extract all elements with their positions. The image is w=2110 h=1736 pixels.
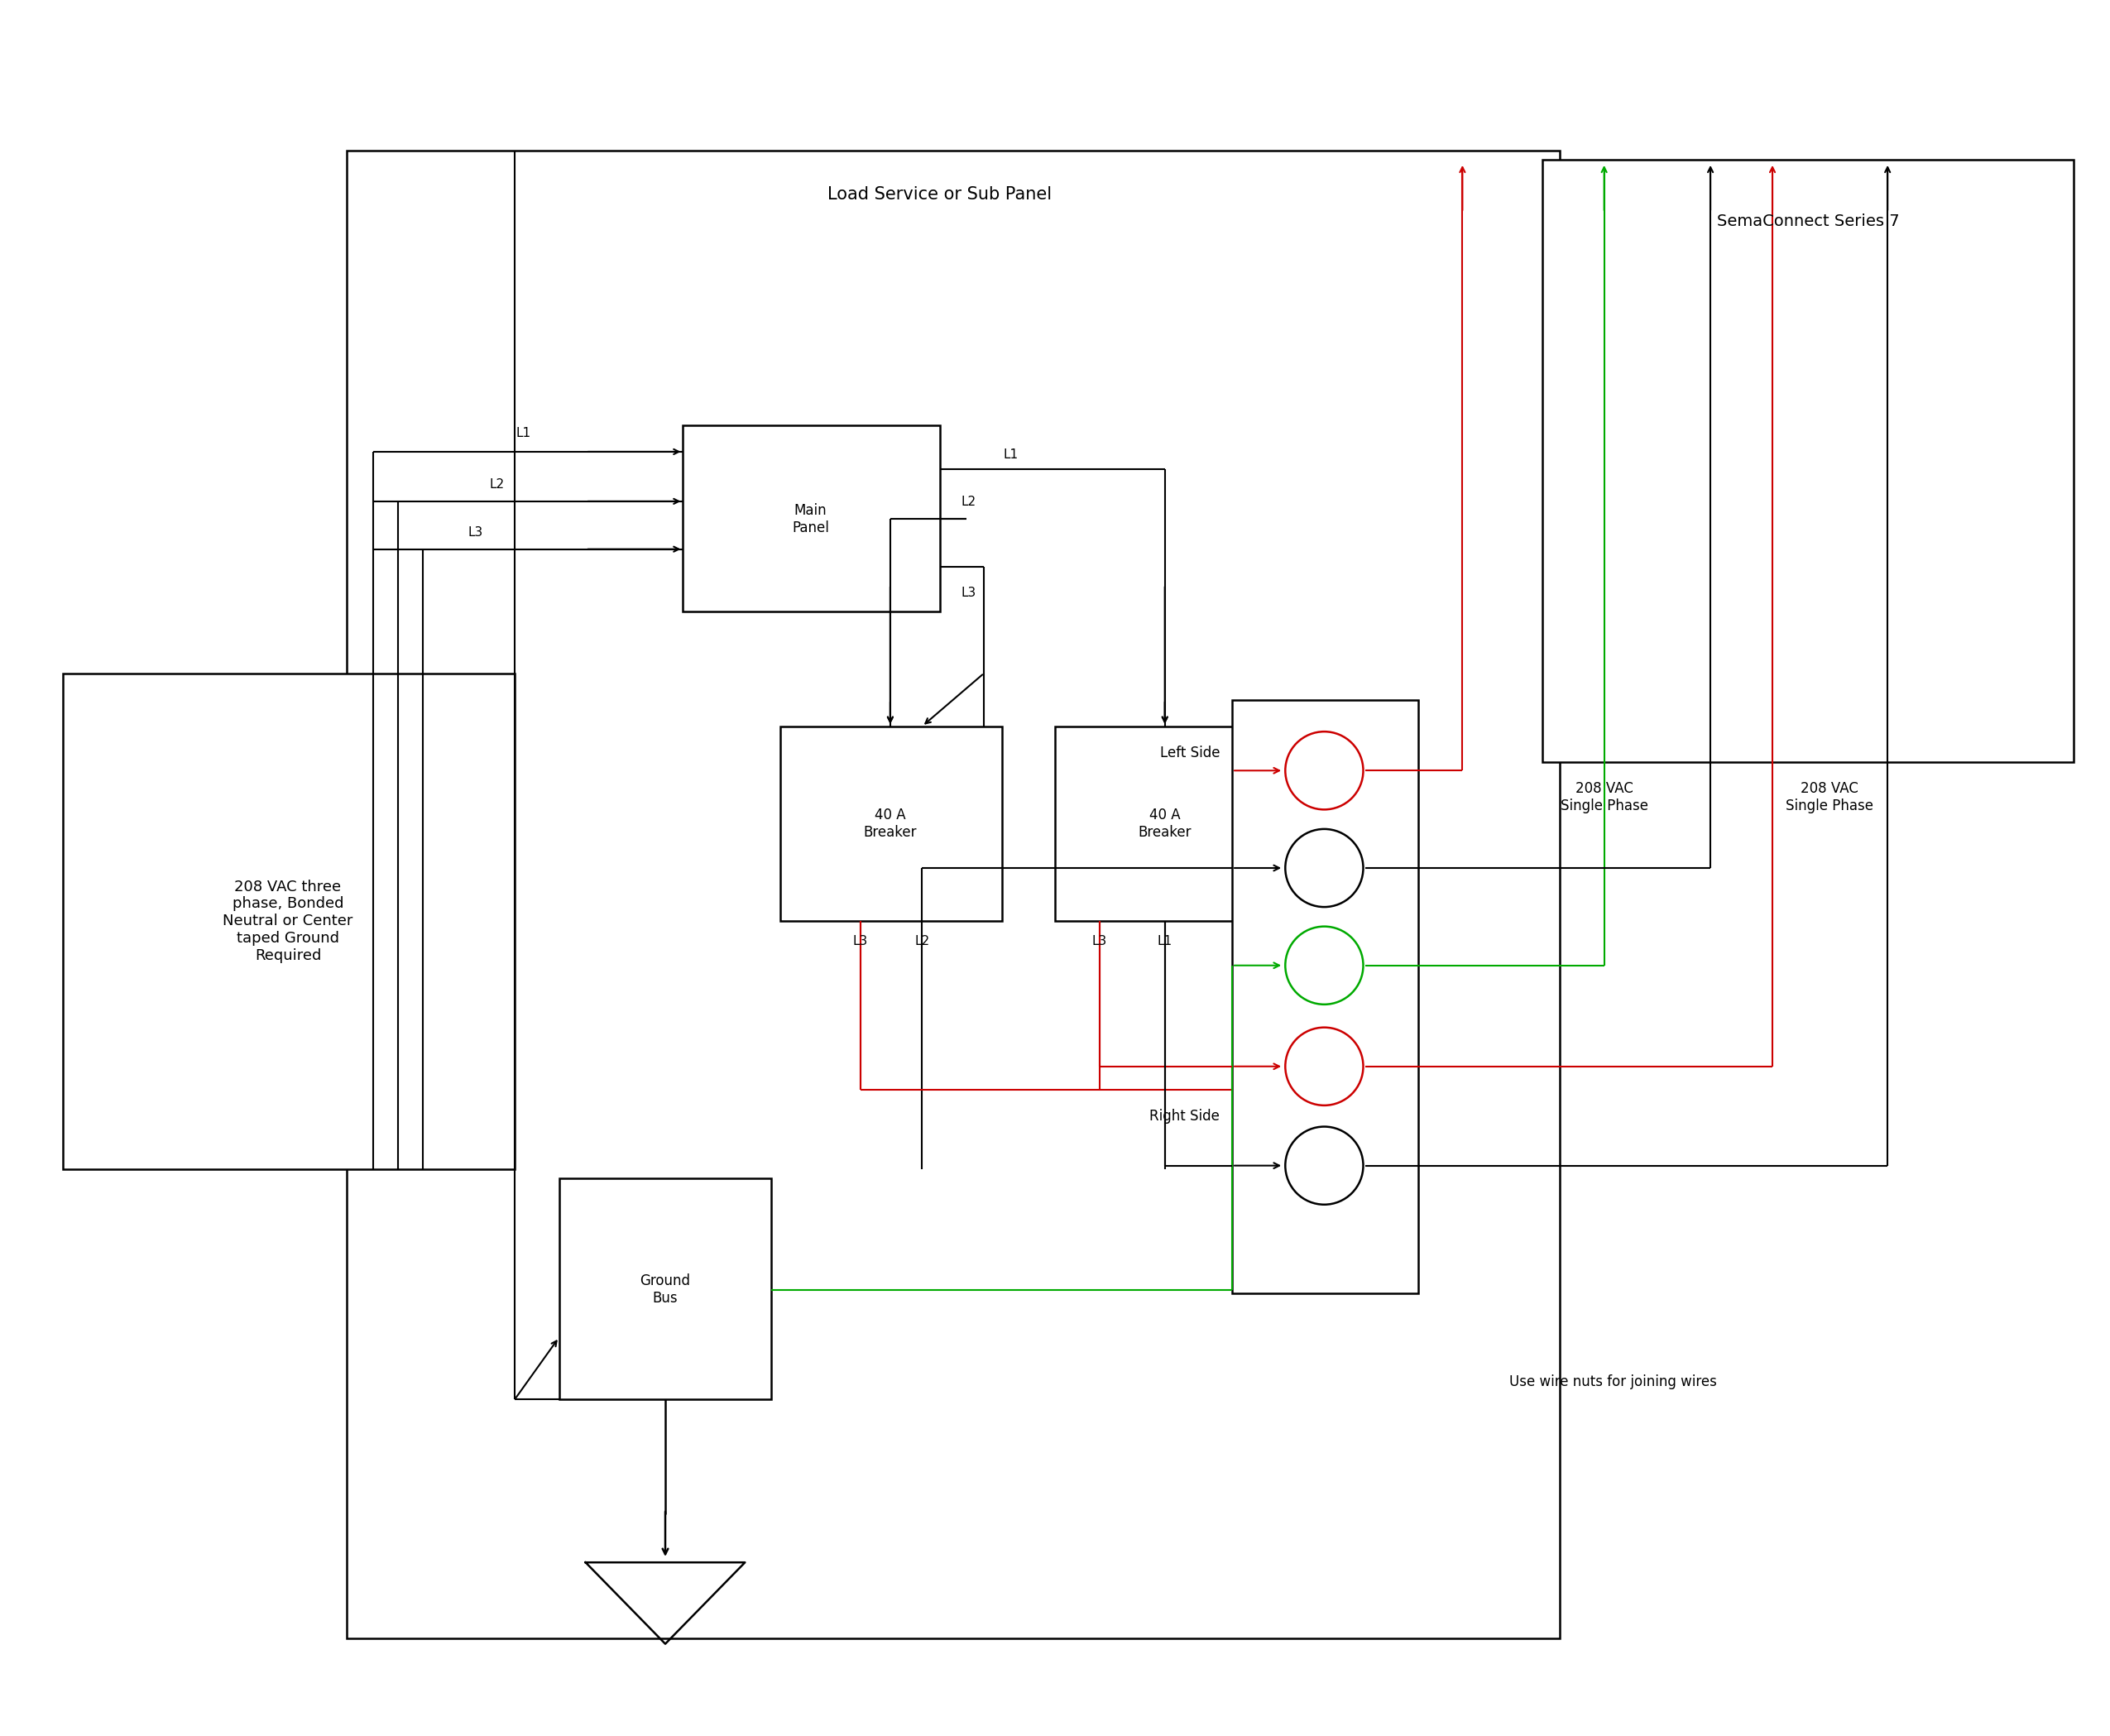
Text: Ground
Bus: Ground Bus [639, 1274, 690, 1305]
Text: 208 VAC
Single Phase: 208 VAC Single Phase [1559, 781, 1648, 812]
Bar [1542, 160, 2074, 762]
Text: L3: L3 [468, 526, 483, 538]
Bar [1232, 700, 1418, 1293]
Text: L3: L3 [962, 587, 977, 599]
Text: Main
Panel: Main Panel [791, 503, 829, 535]
Text: 40 A
Breaker: 40 A Breaker [863, 807, 918, 840]
Bar [559, 1179, 772, 1399]
Text: Right Side: Right Side [1150, 1109, 1220, 1123]
Text: 208 VAC three
phase, Bonded
Neutral or Center
taped Ground
Required: 208 VAC three phase, Bonded Neutral or C… [224, 878, 352, 963]
Text: 40 A
Breaker: 40 A Breaker [1137, 807, 1192, 840]
Text: Load Service or Sub Panel: Load Service or Sub Panel [827, 186, 1053, 203]
Circle shape [1285, 1028, 1363, 1106]
Text: Left Side: Left Side [1160, 745, 1220, 760]
Bar [1055, 726, 1277, 922]
Bar [781, 726, 1002, 922]
Text: SemaConnect Series 7: SemaConnect Series 7 [1718, 214, 1899, 229]
Text: L2: L2 [490, 479, 504, 491]
Text: Use wire nuts for joining wires: Use wire nuts for joining wires [1509, 1375, 1718, 1389]
Text: L2: L2 [914, 936, 931, 948]
Bar [684, 425, 939, 611]
Text: L1: L1 [517, 427, 532, 439]
Circle shape [1285, 731, 1363, 809]
Circle shape [1285, 927, 1363, 1005]
Circle shape [1285, 830, 1363, 906]
Circle shape [1285, 1127, 1363, 1205]
Text: 208 VAC
Single Phase: 208 VAC Single Phase [1785, 781, 1874, 812]
Text: L1: L1 [1156, 936, 1173, 948]
Bar [63, 674, 515, 1168]
Bar [346, 151, 1559, 1639]
Text: L1: L1 [1002, 448, 1019, 460]
Text: L2: L2 [962, 496, 977, 509]
Text: L3: L3 [1091, 936, 1108, 948]
Text: L3: L3 [852, 936, 867, 948]
